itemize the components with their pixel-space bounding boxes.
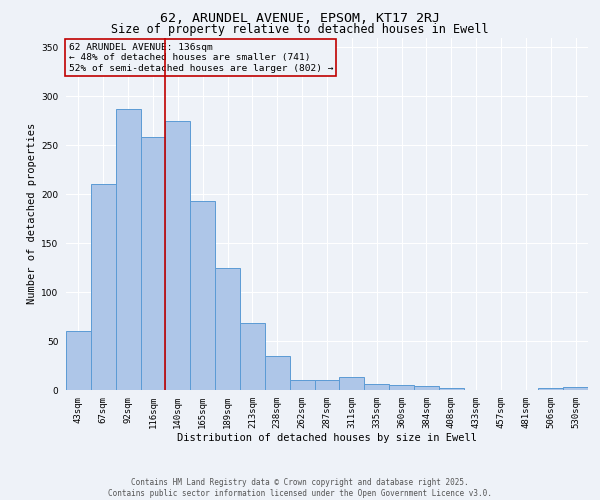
Bar: [190, 201, 215, 390]
Bar: [215, 268, 240, 390]
Text: Contains HM Land Registry data © Crown copyright and database right 2025.
Contai: Contains HM Land Registry data © Crown c…: [108, 478, 492, 498]
Bar: [389, 385, 414, 390]
Bar: [290, 380, 314, 390]
Bar: [140, 138, 166, 390]
Bar: [563, 387, 588, 390]
Bar: [538, 388, 563, 390]
Text: 62 ARUNDEL AVENUE: 136sqm
← 48% of detached houses are smaller (741)
52% of semi: 62 ARUNDEL AVENUE: 136sqm ← 48% of detac…: [68, 43, 333, 72]
Bar: [240, 324, 265, 390]
Bar: [314, 380, 340, 390]
Text: 62, ARUNDEL AVENUE, EPSOM, KT17 2RJ: 62, ARUNDEL AVENUE, EPSOM, KT17 2RJ: [160, 12, 440, 24]
Bar: [91, 184, 116, 390]
Bar: [414, 386, 439, 390]
Bar: [66, 331, 91, 390]
Bar: [340, 378, 364, 390]
Text: Size of property relative to detached houses in Ewell: Size of property relative to detached ho…: [111, 22, 489, 36]
Bar: [265, 356, 290, 390]
Bar: [116, 109, 140, 390]
X-axis label: Distribution of detached houses by size in Ewell: Distribution of detached houses by size …: [177, 432, 477, 442]
Bar: [364, 384, 389, 390]
Y-axis label: Number of detached properties: Number of detached properties: [27, 123, 37, 304]
Bar: [439, 388, 464, 390]
Bar: [166, 120, 190, 390]
